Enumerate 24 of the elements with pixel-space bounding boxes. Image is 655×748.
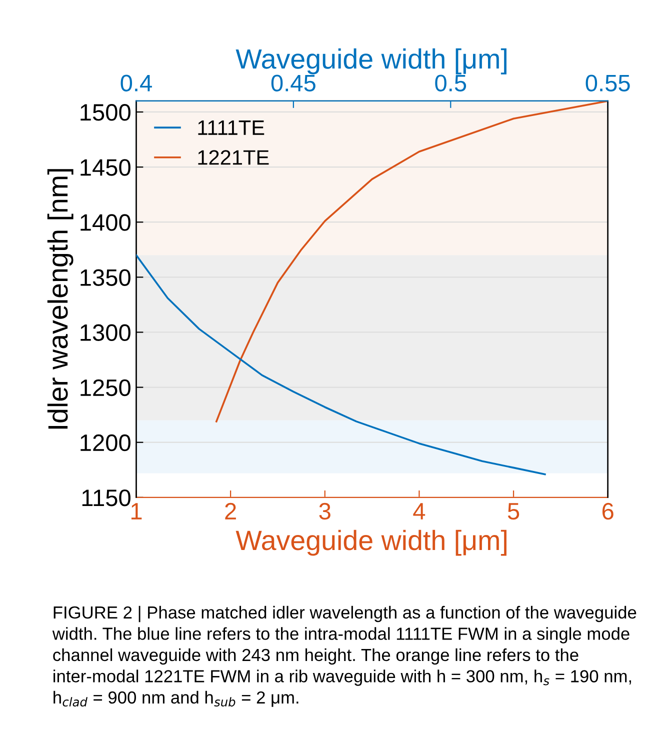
x-tick-label: 3 — [319, 502, 330, 520]
y-tick-label: 1250 — [80, 379, 130, 396]
x-axis-title: Waveguide width [μm] — [236, 530, 506, 556]
x-tick-label: 6 — [602, 502, 614, 520]
x2-tick-label: 0.4 — [120, 74, 152, 92]
x-tick-label: 4 — [413, 503, 426, 520]
legend-label: 1111TE — [198, 120, 264, 135]
x2-tick-label: 0.5 — [435, 74, 466, 92]
x2-tick-label: 0.55 — [586, 74, 630, 92]
text: FIGURE 2 | Phase matched idler wavelength as a function of the waveguide width. The blue line refers to the intra-modal 1111TE FWM in a single mode channel waveguide with 243 nm height. The orange line refers to the inter-modal 1221TE FWM in a rib waveguide with h = 300 nm, h$_{s}$ = 190 nm, h$_{clad}$ = 900 nm and h$_{sub}$ = 2 μm. — [52, 606, 636, 707]
y-tick-label: 1450 — [80, 159, 130, 176]
y-tick-label: 1200 — [80, 434, 130, 452]
x-tick-label: 2 — [225, 502, 236, 520]
legend-label: 1221TE — [198, 150, 269, 165]
y-axis-title: Idler wavelength [nm] — [47, 169, 74, 429]
y-tick-label: 1350 — [80, 269, 130, 286]
x-tick-label: 1 — [131, 503, 142, 520]
x2-tick-label: 0.45 — [271, 74, 316, 92]
y-tick-label: 1400 — [80, 214, 130, 231]
y-tick-label: 1500 — [80, 104, 130, 121]
y-tick-label: 1150 — [82, 489, 130, 506]
x-tick-label: 5 — [508, 503, 520, 520]
y-tick-label: 1300 — [80, 324, 130, 342]
x2-axis-title: Waveguide width [μm] — [236, 48, 506, 74]
